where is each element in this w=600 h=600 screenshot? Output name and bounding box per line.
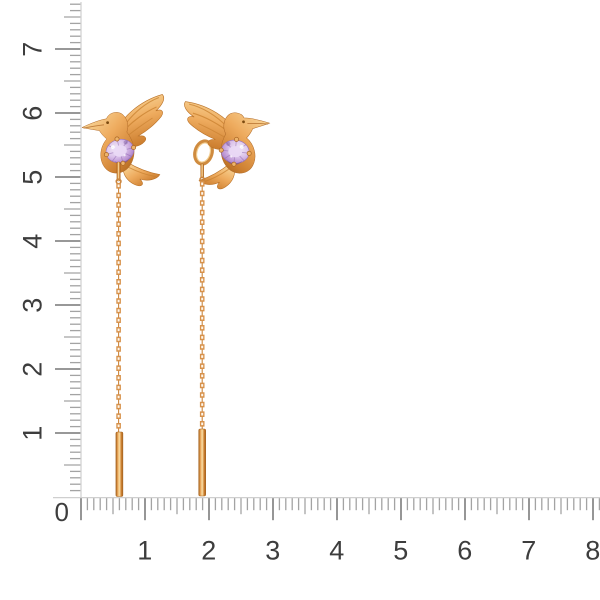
right-post — [200, 163, 204, 179]
ruler-h-label-8: 8 — [585, 535, 600, 566]
ruler-v-label-4: 4 — [17, 233, 48, 249]
ruler-h-label-1: 1 — [137, 535, 153, 566]
ruler-h-label-5: 5 — [393, 535, 409, 566]
ruler-v-label-5: 5 — [17, 169, 48, 185]
right-hummingbird-charm — [183, 89, 279, 193]
right-threader-bar — [198, 428, 206, 497]
ruler-v-label-3: 3 — [17, 297, 48, 313]
left-hummingbird-charm — [81, 93, 165, 187]
ruler-h-label-6: 6 — [457, 535, 473, 566]
left-post — [116, 161, 121, 182]
left-earring — [81, 93, 165, 497]
ruler-h-label-2: 2 — [201, 535, 217, 566]
ruler-h-label-7: 7 — [521, 535, 537, 566]
left-threader-bar — [115, 431, 124, 497]
ruler-h-label-3: 3 — [265, 535, 281, 566]
ruler-v-label-1: 1 — [17, 425, 48, 441]
right-earring — [183, 89, 279, 497]
ruler-v-label-7: 7 — [17, 41, 48, 57]
ruler-v-label-6: 6 — [17, 105, 48, 121]
ruler — [53, 2, 600, 521]
ruler-zero-label: 0 — [54, 497, 70, 527]
ruler-h-label-4: 4 — [329, 535, 345, 566]
right-ear-wire-loop — [193, 139, 214, 166]
ruler-v-label-2: 2 — [17, 361, 48, 377]
